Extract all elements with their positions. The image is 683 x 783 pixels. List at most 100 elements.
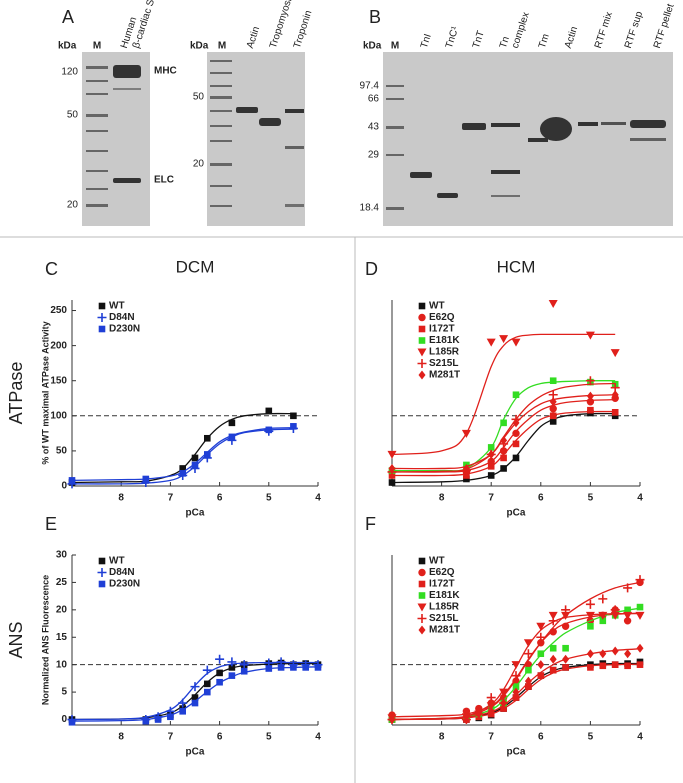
band-label: MHC — [154, 66, 177, 77]
legend-marker — [418, 325, 426, 333]
marker — [561, 605, 571, 615]
legend-label: S215L — [429, 358, 458, 369]
x-tick-label: 7 — [168, 732, 174, 743]
marker — [204, 680, 211, 688]
legend-label: D84N — [109, 312, 135, 323]
marker — [511, 661, 521, 670]
legend-label: I172T — [429, 579, 455, 590]
marker — [549, 628, 557, 636]
y-tick-label: 100 — [50, 410, 67, 421]
marker — [561, 622, 570, 630]
marker — [549, 418, 557, 425]
gel-band — [113, 65, 141, 78]
x-tick-label: 8 — [118, 732, 124, 743]
y-tick-label: 30 — [56, 550, 68, 561]
x-tick-label: 7 — [488, 732, 494, 743]
marker — [624, 649, 632, 659]
marker — [635, 575, 645, 585]
marker — [68, 477, 76, 484]
panel-letter: E — [45, 514, 57, 534]
legend-label: E181K — [429, 335, 460, 346]
marker — [314, 664, 322, 671]
x-axis-label: pCa — [186, 747, 205, 758]
marker — [500, 454, 507, 462]
marker — [228, 419, 236, 427]
gel-band — [462, 123, 486, 130]
marker — [610, 611, 620, 620]
marker — [388, 463, 396, 473]
marker — [500, 705, 507, 712]
kda-label: kDa — [363, 41, 382, 52]
marker — [512, 440, 520, 448]
marker — [611, 646, 619, 656]
legend-marker — [418, 580, 426, 588]
panel-letter: D — [365, 259, 378, 279]
x-tick-label: 5 — [588, 732, 594, 743]
x-axis-label: pCa — [186, 508, 205, 519]
x-tick-label: 5 — [588, 493, 594, 504]
y-tick-label: 0 — [61, 714, 67, 725]
legend-label: E62Q — [429, 312, 455, 323]
marker — [500, 435, 508, 445]
marker — [463, 472, 470, 479]
y-axis-label: % of WT maximal ATPase Activity — [40, 321, 50, 464]
marker — [227, 657, 237, 667]
legend-item: S215L — [417, 358, 458, 369]
x-tick-label: 8 — [439, 493, 445, 504]
marker — [239, 660, 249, 670]
marker — [204, 688, 211, 696]
y-tick-label: 5 — [61, 687, 67, 698]
ladder-label: 66 — [368, 94, 380, 105]
legend-label: WT — [109, 556, 125, 567]
marker — [265, 407, 273, 415]
legend-label: I172T — [429, 324, 455, 335]
y-tick-label: 25 — [56, 577, 68, 588]
marker — [277, 664, 285, 671]
ladder-bands — [386, 85, 404, 210]
legend-label: D230N — [109, 579, 140, 590]
marker — [587, 406, 594, 414]
lane-label: TnC¹ — [444, 25, 462, 50]
marker — [500, 419, 507, 427]
lane-label: Tm — [537, 33, 552, 50]
y-tick-label: 150 — [50, 375, 67, 386]
x-axis-label: pCa — [507, 747, 526, 758]
marker — [537, 650, 545, 658]
legend-item: E181K — [418, 590, 460, 601]
band-label: ELC — [154, 175, 174, 186]
y-tick-label: 10 — [56, 659, 68, 670]
marker — [388, 715, 396, 725]
fit-curve — [71, 428, 294, 485]
x-tick-label: 6 — [217, 493, 223, 504]
ladder-label: 120 — [61, 67, 78, 78]
marker — [525, 683, 532, 690]
ladder-label: 43 — [368, 122, 380, 133]
legend-marker — [418, 592, 426, 599]
marker — [598, 594, 608, 604]
marker — [537, 660, 545, 670]
marker — [586, 398, 595, 406]
legend-label: M281T — [429, 625, 460, 636]
marker — [142, 475, 150, 483]
chart-title: DCM — [176, 257, 215, 276]
marker — [487, 463, 495, 470]
marker — [462, 463, 470, 473]
legend-marker — [98, 302, 106, 310]
marker — [487, 706, 495, 716]
marker — [636, 661, 644, 668]
marker — [179, 470, 186, 477]
legend-label: L185R — [429, 347, 460, 358]
marker — [587, 622, 594, 630]
gel-band — [410, 172, 432, 178]
gel-band — [285, 109, 304, 113]
marker — [549, 377, 557, 385]
marker — [142, 717, 150, 725]
marker — [585, 611, 595, 620]
marker — [463, 475, 470, 483]
panel-letter: C — [45, 259, 58, 279]
fit-curve — [71, 662, 319, 721]
marker — [204, 434, 211, 442]
gel-band — [236, 107, 258, 113]
marker — [611, 661, 619, 668]
marker — [216, 669, 223, 677]
